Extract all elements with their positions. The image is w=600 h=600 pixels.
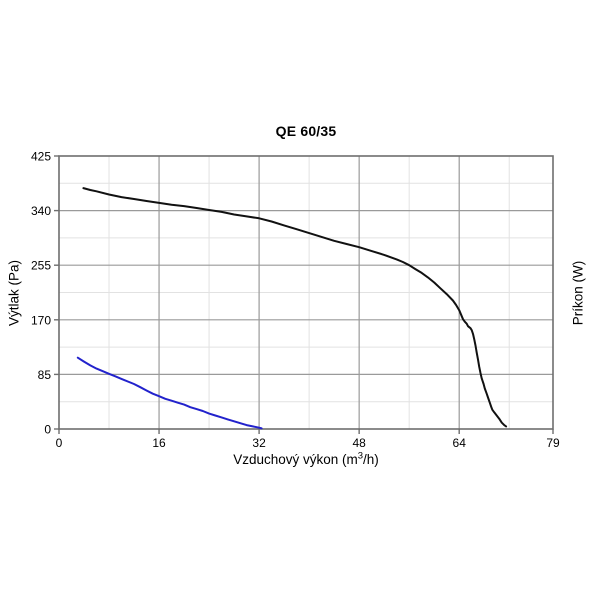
- y-axis-left-label: Výtlak (Pa): [6, 259, 22, 327]
- x-axis-label-text: Vzduchový výkon (m: [233, 452, 358, 467]
- y-axis-right-label: Príkon (W): [570, 260, 586, 326]
- x-tick-label: 64: [453, 436, 467, 450]
- x-tick-label: 48: [352, 436, 366, 450]
- x-tick-label: 0: [56, 436, 63, 450]
- y-tick-label: 340: [31, 204, 51, 218]
- x-axis-label-suffix: /h): [363, 452, 379, 467]
- y-tick-label: 85: [38, 368, 52, 382]
- y-tick-label: 425: [31, 150, 51, 164]
- x-axis-label-superscript: 3: [357, 450, 364, 462]
- y-tick-label: 170: [31, 313, 51, 327]
- vytlak-pressure-curve: [82, 187, 508, 428]
- x-axis-label: Vzduchový výkon (m3/h): [59, 450, 553, 467]
- x-tick-label: 79: [546, 436, 560, 450]
- y-tick-label: 0: [44, 423, 51, 437]
- plot-border: [58, 155, 554, 430]
- chart-title: QE 60/35: [275, 123, 337, 139]
- prikon-power-curve: [76, 356, 263, 430]
- x-tick-label: 16: [152, 436, 166, 450]
- y-tick-label: 255: [31, 259, 51, 273]
- x-tick-label: 32: [252, 436, 266, 450]
